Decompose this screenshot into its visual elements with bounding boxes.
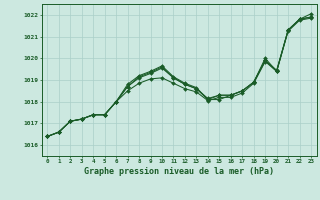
X-axis label: Graphe pression niveau de la mer (hPa): Graphe pression niveau de la mer (hPa): [84, 167, 274, 176]
